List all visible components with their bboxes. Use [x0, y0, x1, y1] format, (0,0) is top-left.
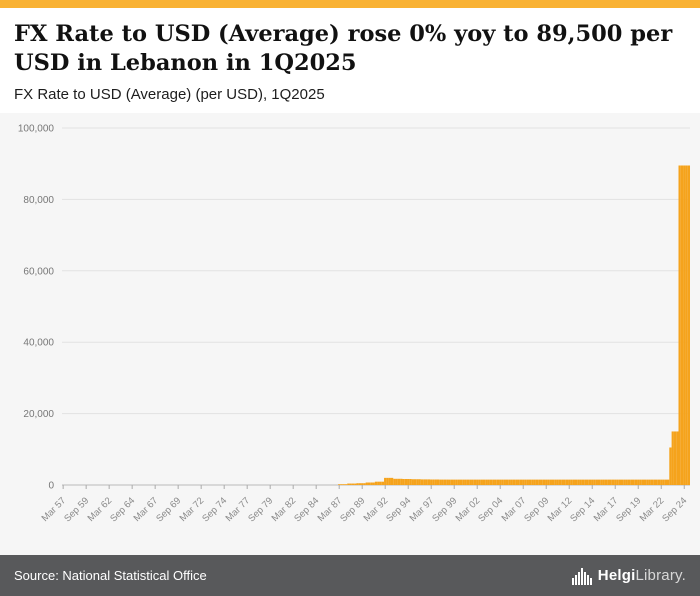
footer: Source: National Statistical Office Helg… [0, 555, 700, 596]
svg-text:Sep 79: Sep 79 [246, 495, 275, 524]
svg-text:0: 0 [48, 481, 54, 492]
chart-subtitle: FX Rate to USD (Average) (per USD), 1Q20… [14, 85, 325, 103]
svg-text:Sep 99: Sep 99 [430, 495, 459, 524]
svg-text:Sep 69: Sep 69 [154, 495, 183, 524]
svg-text:Sep 94: Sep 94 [384, 495, 413, 524]
svg-text:Sep 19: Sep 19 [614, 495, 643, 524]
svg-text:100,000: 100,000 [18, 124, 55, 135]
svg-text:Sep 24: Sep 24 [660, 495, 689, 524]
svg-text:60,000: 60,000 [23, 266, 54, 277]
source-note: Source: National Statistical Office [14, 568, 207, 583]
svg-text:40,000: 40,000 [23, 338, 54, 349]
top-accent-bar [0, 0, 700, 8]
helgi-logo-icon [571, 567, 592, 585]
svg-text:Sep 04: Sep 04 [476, 495, 505, 524]
page-title: FX Rate to USD (Average) rose 0% yoy to … [14, 21, 673, 76]
chart-section: 0 20,000 40,000 60,000 80,000 100,000 Mar 57 Se… [0, 113, 700, 555]
svg-text:20,000: 20,000 [23, 409, 54, 420]
svg-text:Sep 59: Sep 59 [62, 495, 91, 524]
brand-wordmark: HelgiLibrary. [598, 567, 686, 584]
svg-text:Sep 14: Sep 14 [568, 495, 597, 524]
svg-text:Sep 64: Sep 64 [108, 495, 137, 524]
header: FX Rate to USD (Average) rose 0% yoy to … [0, 8, 700, 113]
helgi-logo: HelgiLibrary. [571, 567, 686, 585]
brand-helgi: Helgi [597, 567, 636, 584]
svg-text:Sep 74: Sep 74 [200, 495, 229, 524]
svg-text:80,000: 80,000 [23, 195, 54, 206]
svg-text:Sep 09: Sep 09 [522, 495, 551, 524]
brand-library: Library. [635, 567, 686, 584]
svg-text:Sep 89: Sep 89 [338, 495, 367, 524]
svg-text:Sep 84: Sep 84 [292, 495, 321, 524]
